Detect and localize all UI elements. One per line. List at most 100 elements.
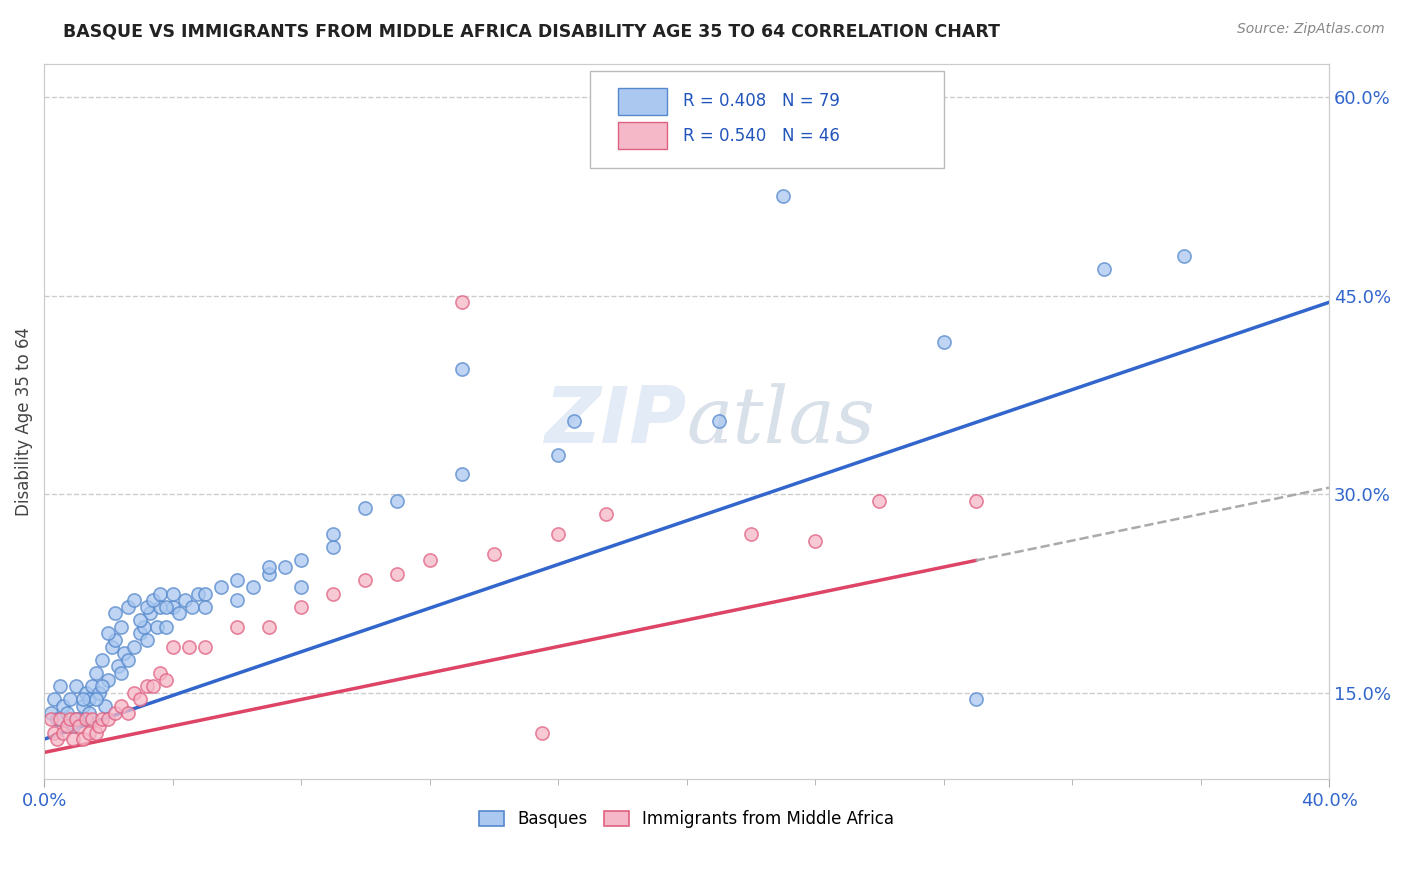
Point: [180, 599, 202, 614]
Point: [1173, 249, 1195, 263]
Point: [55, 706, 77, 720]
Point: [139, 607, 162, 621]
Point: [46, 712, 69, 726]
Point: [129, 692, 152, 706]
Text: Source: ZipAtlas.com: Source: ZipAtlas.com: [1237, 22, 1385, 37]
Point: [225, 593, 247, 607]
Point: [65, 712, 87, 726]
Point: [290, 553, 312, 567]
Point: [100, 640, 122, 654]
Point: [868, 494, 890, 508]
Point: [72, 692, 94, 706]
Point: [145, 620, 167, 634]
Point: [82, 712, 104, 726]
Point: [110, 620, 132, 634]
Point: [69, 712, 91, 726]
Point: [84, 725, 107, 739]
Point: [162, 599, 184, 614]
Point: [42, 725, 65, 739]
Bar: [619, 122, 668, 149]
Point: [84, 692, 107, 706]
Point: [965, 494, 987, 508]
Point: [110, 665, 132, 680]
Point: [225, 620, 247, 634]
Point: [707, 415, 730, 429]
Point: [1092, 262, 1115, 277]
Point: [257, 560, 280, 574]
Point: [59, 692, 82, 706]
Point: [387, 566, 409, 581]
Point: [354, 574, 377, 588]
Point: [117, 706, 139, 720]
Point: [322, 541, 344, 555]
Point: [122, 686, 145, 700]
Point: [162, 640, 184, 654]
Point: [122, 593, 145, 607]
Point: [135, 599, 157, 614]
Point: [84, 665, 107, 680]
Point: [49, 712, 72, 726]
Point: [52, 699, 75, 714]
Point: [49, 679, 72, 693]
Point: [194, 599, 217, 614]
Point: [104, 607, 127, 621]
Bar: [619, 87, 668, 115]
Point: [112, 646, 135, 660]
Point: [104, 706, 127, 720]
Y-axis label: Disability Age 35 to 64: Disability Age 35 to 64: [15, 327, 32, 516]
Point: [104, 632, 127, 647]
Point: [59, 712, 82, 726]
Point: [90, 653, 112, 667]
Point: [547, 448, 569, 462]
Point: [155, 620, 177, 634]
Point: [149, 665, 172, 680]
Point: [97, 673, 120, 687]
Point: [174, 593, 197, 607]
Point: [132, 620, 155, 634]
Point: [90, 712, 112, 726]
Point: [135, 679, 157, 693]
Point: [52, 725, 75, 739]
Point: [65, 679, 87, 693]
Point: [117, 653, 139, 667]
Point: [87, 686, 110, 700]
Point: [740, 527, 762, 541]
Point: [482, 547, 505, 561]
Point: [257, 620, 280, 634]
Point: [46, 732, 69, 747]
Point: [77, 725, 100, 739]
Point: [122, 640, 145, 654]
FancyBboxPatch shape: [591, 71, 943, 168]
Point: [82, 679, 104, 693]
Text: R = 0.540   N = 46: R = 0.540 N = 46: [683, 127, 839, 145]
Point: [322, 527, 344, 541]
Point: [595, 507, 617, 521]
Point: [77, 692, 100, 706]
Point: [242, 580, 264, 594]
Point: [142, 593, 165, 607]
Point: [62, 732, 84, 747]
Point: [117, 599, 139, 614]
Point: [419, 553, 441, 567]
Point: [167, 607, 190, 621]
Point: [354, 500, 377, 515]
Point: [129, 626, 152, 640]
Point: [39, 712, 62, 726]
Point: [194, 640, 217, 654]
Point: [42, 692, 65, 706]
Point: [75, 686, 97, 700]
Point: [87, 719, 110, 733]
Point: [142, 679, 165, 693]
Point: [77, 706, 100, 720]
Point: [155, 599, 177, 614]
Text: BASQUE VS IMMIGRANTS FROM MIDDLE AFRICA DISABILITY AGE 35 TO 64 CORRELATION CHAR: BASQUE VS IMMIGRANTS FROM MIDDLE AFRICA …: [63, 22, 1000, 40]
Point: [562, 415, 585, 429]
Point: [155, 673, 177, 687]
Point: [149, 586, 172, 600]
Point: [69, 719, 91, 733]
Point: [257, 566, 280, 581]
Point: [135, 632, 157, 647]
Point: [547, 527, 569, 541]
Point: [39, 706, 62, 720]
Point: [162, 586, 184, 600]
